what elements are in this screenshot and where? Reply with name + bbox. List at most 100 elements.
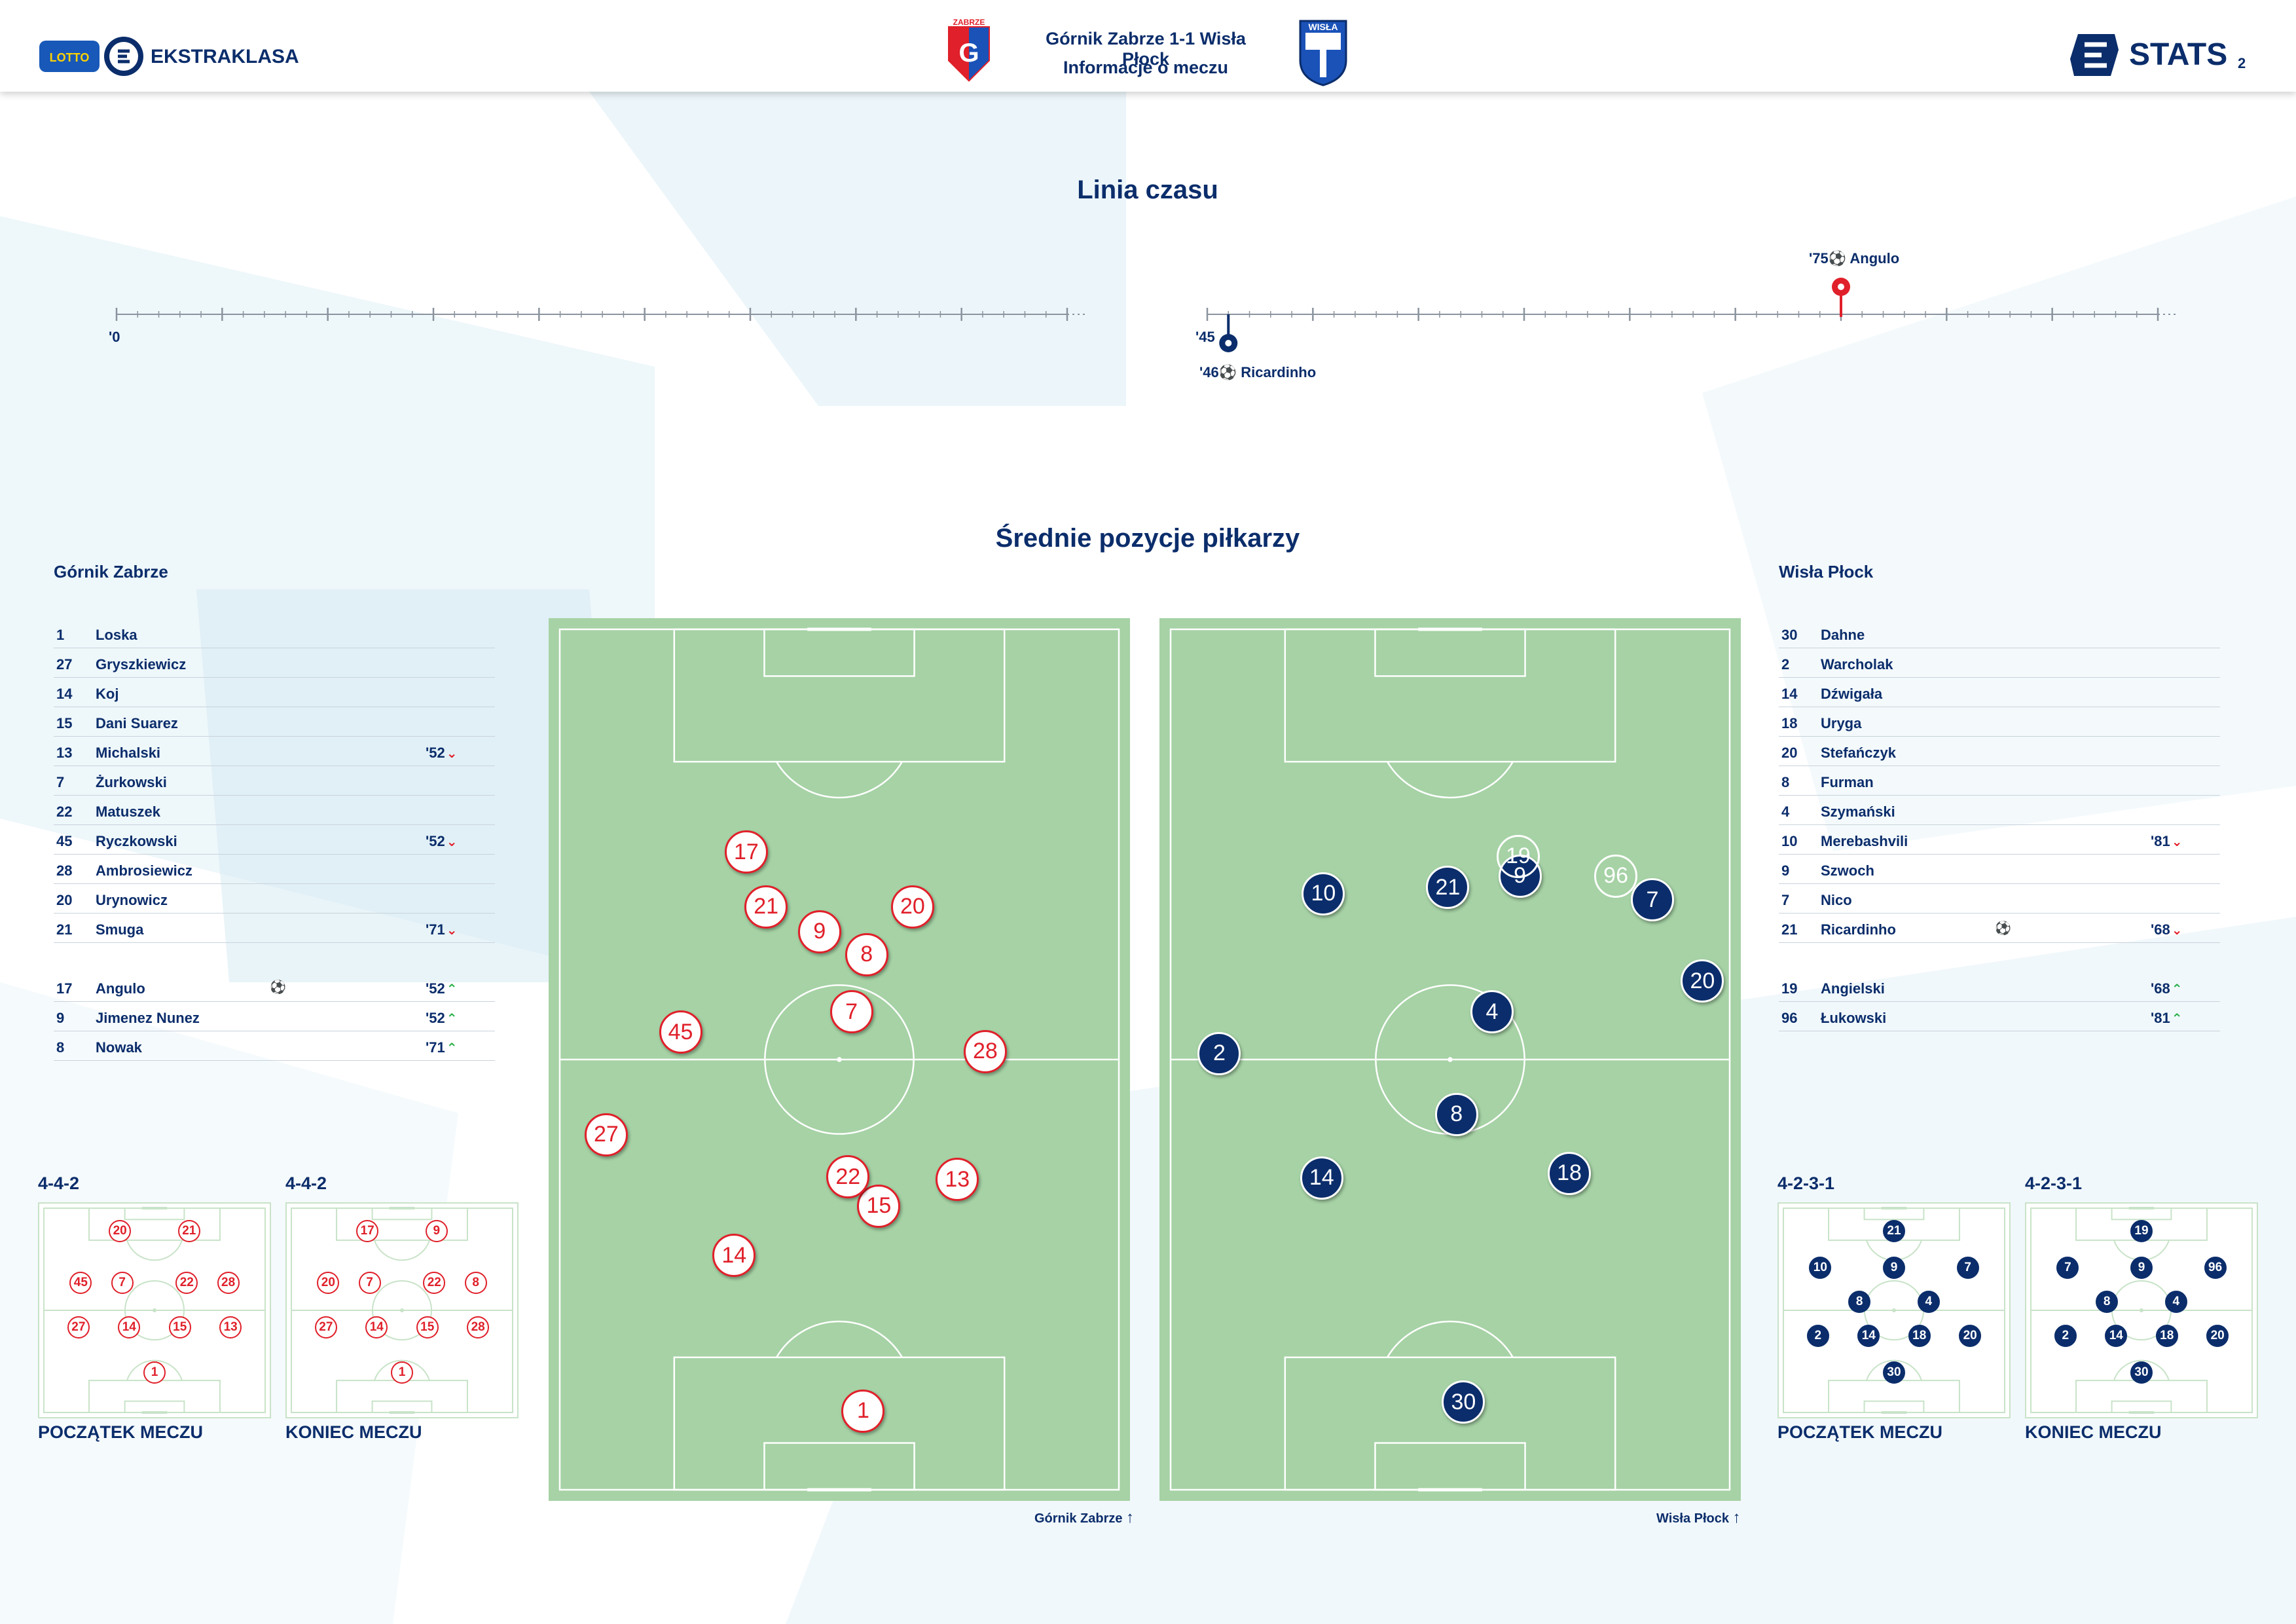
top-bar: LOTTO EKSTRAKLASA ZABRZE G Górnik Zabrze… [0, 0, 2296, 92]
roster-row: 30 Dahne [1779, 619, 2220, 648]
player-name: Dźwigała [1821, 686, 1883, 702]
player-marker-14: 14 [712, 1234, 756, 1278]
player-name: Angulo [96, 980, 145, 997]
roster-row: 28 Ambrosiewicz [54, 855, 495, 884]
substitution-minute: '52 ⌄ [426, 833, 457, 850]
player-marker-8: 8 [1434, 1092, 1478, 1136]
roster-row: 18 Uryga [1779, 707, 2220, 737]
formation-player-7: 7 [358, 1271, 381, 1294]
player-name: Uryga [1821, 715, 1862, 731]
player-name: Nowak [96, 1039, 142, 1056]
player-marker-10: 10 [1302, 872, 1345, 915]
roster-row: 17 Angulo ⚽ '52 ⌃ [54, 972, 495, 1002]
roster-row: 19 Angielski '68 ⌃ [1779, 972, 2220, 1002]
roster-row: 2 Warcholak [1779, 648, 2220, 678]
player-name: Michalski [96, 745, 161, 761]
player-marker-1: 1 [841, 1389, 885, 1433]
substitution-minute: '81 ⌃ [2151, 1010, 2182, 1027]
gornik-crest-icon: ZABRZE G [948, 18, 990, 82]
wisla-crest-icon: WISŁA [1299, 20, 1347, 86]
timeline-event-ricardinho: '46⚽ Ricardinho [1199, 364, 1316, 381]
player-marker-30: 30 [1442, 1380, 1485, 1424]
player-number: 21 [1781, 921, 1798, 938]
roster-row: 14 Dźwigała [1779, 678, 2220, 707]
formation-player-30: 30 [1883, 1361, 1905, 1384]
minute-text: '68 [2151, 921, 2170, 938]
player-number: 8 [1781, 774, 1790, 790]
formation-player-45: 45 [69, 1271, 92, 1294]
away-formation-start-pitch: 21 10 9 7 8 4 2 14 18 20 30 [1777, 1202, 2011, 1418]
svg-text:WISŁA: WISŁA [1308, 22, 1338, 32]
roster-row: 7 Żurkowski [54, 766, 495, 796]
formation-player-28: 28 [217, 1271, 240, 1294]
substitution-minute: '52 ⌄ [426, 745, 457, 762]
player-marker-28: 28 [963, 1029, 1007, 1073]
player-name: Gryszkiewicz [96, 656, 187, 673]
home-goal-pin [1832, 278, 1850, 317]
player-number: 20 [1781, 745, 1798, 761]
formation-player-30: 30 [2130, 1361, 2153, 1384]
player-number: 19 [1781, 980, 1798, 997]
svg-text:G: G [958, 39, 979, 67]
goal-ball-icon: ⚽ [270, 980, 286, 995]
formation-player-27: 27 [314, 1316, 337, 1339]
player-number: 9 [1781, 862, 1790, 879]
player-marker-14: 14 [1300, 1156, 1343, 1200]
player-marker-7: 7 [829, 990, 873, 1034]
arrow-up-icon: ↑ [1732, 1509, 1741, 1526]
player-marker-7: 7 [1631, 878, 1675, 921]
goal-ball-icon: ⚽ [1995, 921, 2011, 936]
event-player: Ricardinho [1241, 364, 1317, 380]
player-number: 20 [56, 892, 73, 908]
sub-in-arrow-icon: ⌃ [446, 982, 458, 997]
away-pitch-label: Wisła Płock [1656, 1511, 1729, 1526]
substitution-minute: '71 ⌄ [426, 921, 457, 938]
formation-player-2: 2 [1806, 1325, 1829, 1348]
player-name: Żurkowski [96, 774, 167, 790]
player-name: Dani Suarez [96, 715, 178, 731]
player-marker-8: 8 [845, 932, 888, 976]
formation-player-14: 14 [2105, 1325, 2128, 1348]
formation-player-1: 1 [391, 1361, 413, 1384]
away-caption-end: KONIEC MECZU [2025, 1422, 2162, 1442]
substitution-minute: '52 ⌃ [426, 1010, 457, 1027]
home-average-positions-pitch: 1 7 8 9 13 14 15 17 20 21 22 27 28 45 [549, 618, 1130, 1501]
player-number: 14 [1781, 686, 1798, 702]
minute-text: '52 [426, 980, 445, 997]
player-marker-4: 4 [1470, 990, 1514, 1034]
sub-out-arrow-icon: ⌄ [2171, 835, 2183, 849]
formation-player-17: 17 [356, 1220, 379, 1243]
player-number: 18 [1781, 715, 1798, 731]
formation-player-19: 19 [2130, 1220, 2153, 1243]
player-name: Loska [96, 627, 137, 643]
roster-row: 20 Urynowicz [54, 884, 495, 913]
player-number: 1 [56, 627, 65, 643]
formation-player-27: 27 [67, 1316, 90, 1339]
roster-row: 4 Szymański [1779, 796, 2220, 825]
event-minute: '75 [1809, 250, 1829, 267]
player-name: Urynowicz [96, 892, 168, 908]
formation-player-15: 15 [168, 1316, 191, 1339]
player-marker-9: 9 [797, 910, 841, 953]
player-name: Smuga [96, 921, 144, 938]
timeline-event-angulo: '75⚽ Angulo [1809, 250, 1899, 267]
timeline-first-half-label: '0 [109, 329, 120, 345]
player-name: Merebashvili [1821, 833, 1908, 849]
minute-text: '81 [2151, 1010, 2170, 1026]
player-number: 13 [56, 745, 73, 761]
player-name: Łukowski [1821, 1010, 1887, 1026]
svg-text:ZABRZE: ZABRZE [953, 18, 985, 27]
player-number: 4 [1781, 803, 1790, 820]
timeline-chart [115, 278, 2178, 352]
away-formation-end-pitch: 19 7 9 96 8 4 2 14 18 20 30 [2025, 1202, 2258, 1418]
player-number: 2 [1781, 656, 1790, 673]
match-title: Górnik Zabrze 1-1 Wisła Płock [1046, 29, 1246, 69]
player-marker-22: 22 [826, 1155, 870, 1199]
player-marker-96: 96 [1594, 854, 1638, 898]
roster-row: 7 Nico [1779, 884, 2220, 913]
roster-row: 1 Loska [54, 619, 495, 648]
home-pitch-label: Górnik Zabrze [1034, 1511, 1123, 1526]
substitution-minute: '52 ⌃ [426, 980, 457, 997]
player-marker-20: 20 [1681, 959, 1724, 1003]
formation-player-8: 8 [464, 1271, 487, 1294]
